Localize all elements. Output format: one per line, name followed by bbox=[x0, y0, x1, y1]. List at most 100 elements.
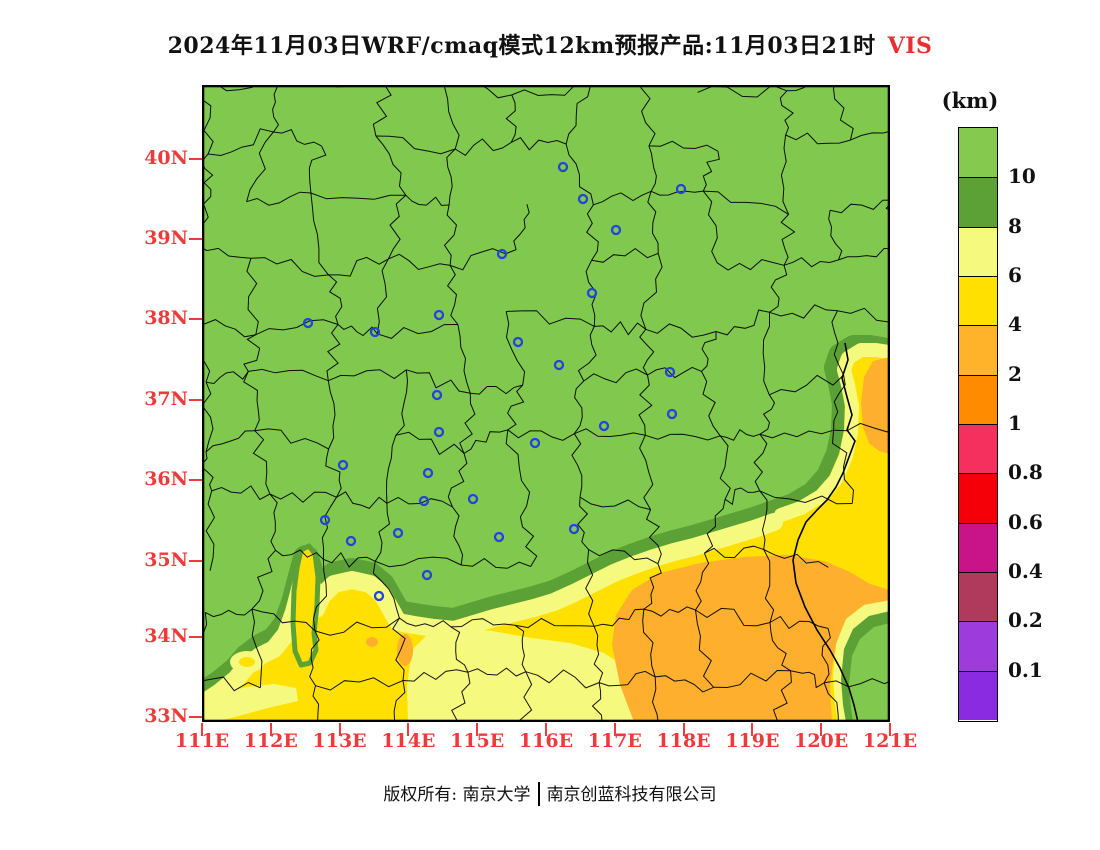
county-boundary bbox=[202, 247, 252, 259]
county-boundary bbox=[832, 85, 854, 141]
county-boundary bbox=[459, 393, 476, 454]
city-marker-icon bbox=[586, 287, 598, 299]
county-boundary bbox=[388, 253, 451, 271]
lat-tick bbox=[189, 636, 202, 638]
county-boundary bbox=[701, 331, 717, 372]
county-boundary bbox=[704, 545, 764, 559]
county-boundary bbox=[326, 324, 341, 381]
county-boundary bbox=[828, 210, 843, 261]
county-boundary bbox=[405, 194, 450, 206]
lon-tick bbox=[682, 723, 685, 736]
city-marker-icon bbox=[302, 317, 314, 329]
city-marker-icon bbox=[345, 535, 357, 547]
colorbar-segment bbox=[959, 177, 997, 227]
county-boundary bbox=[336, 491, 388, 509]
city-marker-icon bbox=[598, 420, 610, 432]
county-boundary bbox=[583, 368, 648, 384]
map-layers bbox=[202, 85, 890, 722]
county-boundary bbox=[254, 428, 329, 450]
county-boundary bbox=[269, 491, 337, 503]
county-boundary bbox=[446, 265, 459, 325]
county-boundary bbox=[507, 429, 575, 441]
county-boundary bbox=[205, 430, 255, 453]
lat-tick bbox=[189, 560, 202, 562]
county-boundary bbox=[392, 617, 406, 681]
lat-label-37N: 37N bbox=[144, 388, 188, 410]
county-boundary bbox=[395, 431, 465, 456]
county-boundary bbox=[467, 667, 527, 677]
county-boundary bbox=[759, 490, 853, 505]
lat-label-38N: 38N bbox=[144, 307, 188, 329]
lon-label-114E: 114E bbox=[381, 730, 436, 752]
city-marker-icon bbox=[392, 527, 404, 539]
county-boundary bbox=[202, 98, 214, 155]
county-boundary bbox=[762, 312, 770, 395]
colorbar-segment bbox=[959, 374, 997, 424]
colorbar-segment bbox=[959, 226, 997, 276]
county-boundary bbox=[309, 630, 320, 686]
county-boundary bbox=[645, 509, 662, 564]
county-boundary bbox=[202, 382, 214, 453]
title-text: 2024年11月03日WRF/cmaq模式12km预报产品:11月03日21时 bbox=[167, 33, 876, 59]
county-boundary bbox=[514, 617, 595, 629]
county-boundary bbox=[759, 429, 834, 439]
contour-spot bbox=[366, 637, 378, 647]
county-boundary bbox=[831, 310, 845, 376]
city-marker-icon bbox=[433, 426, 445, 438]
lat-label-39N: 39N bbox=[144, 227, 188, 249]
county-boundary bbox=[769, 265, 788, 313]
county-boundary bbox=[577, 497, 589, 550]
county-boundary bbox=[328, 274, 343, 325]
county-boundary bbox=[645, 433, 721, 441]
county-boundary bbox=[511, 85, 591, 97]
lon-tick bbox=[613, 723, 616, 736]
county-boundary bbox=[202, 358, 211, 383]
city-marker-icon bbox=[337, 459, 349, 471]
lat-tick bbox=[189, 318, 202, 320]
city-marker-icon bbox=[418, 495, 430, 507]
county-boundary bbox=[375, 556, 462, 568]
lat-tick bbox=[189, 399, 202, 401]
county-boundary bbox=[525, 669, 600, 689]
colorbar-level-2: 2 bbox=[1008, 361, 1022, 386]
county-boundary bbox=[643, 606, 696, 617]
county-boundary bbox=[702, 151, 720, 192]
county-boundary bbox=[850, 130, 890, 141]
lon-tick bbox=[545, 723, 547, 736]
county-boundary bbox=[312, 559, 328, 631]
county-boundary bbox=[202, 153, 214, 197]
colorbar bbox=[958, 127, 998, 722]
lat-label-34N: 34N bbox=[144, 625, 188, 647]
county-boundary bbox=[704, 499, 726, 554]
county-boundary bbox=[246, 131, 274, 202]
county-boundary bbox=[695, 607, 771, 627]
county-boundary bbox=[591, 247, 659, 263]
county-boundary bbox=[443, 204, 458, 266]
city-marker-icon bbox=[557, 161, 569, 173]
city-marker-icon bbox=[577, 193, 589, 205]
county-boundary bbox=[647, 191, 659, 254]
city-marker-icon bbox=[493, 531, 505, 543]
county-boundary bbox=[647, 366, 702, 379]
corner-region-10km bbox=[849, 623, 890, 722]
county-boundary bbox=[446, 148, 456, 206]
county-boundary bbox=[272, 87, 280, 133]
map-area bbox=[201, 84, 891, 723]
county-boundary bbox=[252, 430, 271, 495]
city-marker-icon bbox=[512, 336, 524, 348]
county-boundary bbox=[639, 328, 655, 376]
county-boundary bbox=[251, 608, 316, 632]
copyright-footer: 版权所有: 南京大学 南京创蓝科技有限公司 bbox=[0, 780, 1100, 806]
city-marker-icon bbox=[666, 408, 678, 420]
county-boundary bbox=[833, 422, 890, 433]
colorbar-level-0.4: 0.4 bbox=[1008, 559, 1043, 583]
county-boundary bbox=[206, 371, 249, 385]
county-boundary bbox=[829, 199, 890, 214]
lon-tick bbox=[751, 723, 754, 736]
county-boundary bbox=[202, 612, 208, 636]
city-marker-icon bbox=[433, 309, 445, 321]
county-boundary bbox=[312, 685, 320, 722]
county-boundary bbox=[337, 324, 378, 337]
county-boundary bbox=[395, 369, 409, 436]
lat-tick bbox=[189, 479, 202, 481]
